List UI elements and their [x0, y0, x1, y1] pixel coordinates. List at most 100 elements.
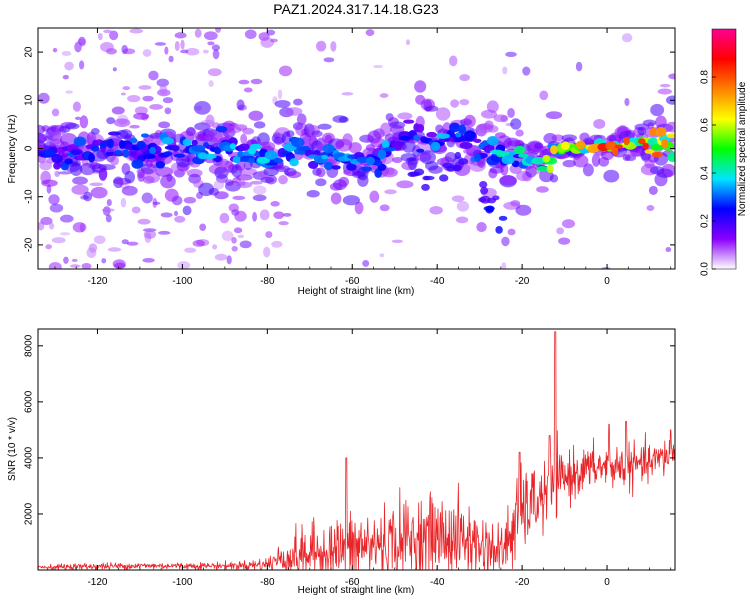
spectrogram-noise-blob	[215, 28, 222, 33]
spectrogram-ridge-blob	[407, 157, 418, 171]
snr-xtick-label: -20	[515, 577, 530, 588]
snr-frame	[37, 328, 676, 571]
spectrogram-noise-blob	[379, 204, 390, 212]
spectrogram-ridge-blob	[264, 150, 278, 160]
spectrogram-ridge-blob	[498, 150, 510, 157]
spectrogram-ridge-blob	[308, 160, 319, 169]
spectrogram-ridge-blob	[136, 140, 146, 150]
spectrogram-ridge-blob	[536, 165, 549, 172]
spectrogram-noise-blob	[106, 198, 112, 207]
spectrogram-noise-blob	[252, 211, 258, 222]
spectrogram-ridge-blob	[249, 143, 263, 150]
spectrogram-ridge-blob	[83, 191, 93, 202]
spectrogram-ridge-blob	[403, 119, 415, 124]
spectrogram-feature-blob	[422, 175, 430, 181]
spectrogram-ridge-blob	[647, 137, 660, 147]
spectrogram-noise-blob	[199, 223, 207, 231]
spectrogram-noise-blob	[208, 80, 214, 88]
spectrogram-ridge-blob	[158, 121, 171, 129]
colorbar-label: Normalized spectral amplitude	[737, 81, 748, 216]
spectrogram-noise-blob	[149, 103, 164, 110]
spectrogram-noise-blob	[38, 92, 50, 104]
spectrogram-xtick-label: 0	[604, 276, 610, 287]
spectrogram-ridge-blob	[536, 186, 549, 193]
spectrogram-ridge-blob	[514, 145, 526, 155]
spectrogram-ridge-blob	[518, 153, 529, 158]
spectrogram-noise-blob	[456, 200, 470, 212]
spectrogram-ridge-blob	[240, 157, 249, 162]
spectrogram-ridge-blob	[191, 144, 206, 152]
spectrogram-noise-blob	[71, 258, 78, 263]
colorbar-tick-label: 0.4	[700, 166, 711, 180]
spectrogram-noise-blob	[384, 189, 397, 195]
spectrogram-ridge-blob	[419, 150, 436, 165]
spectrogram-ridge-blob	[237, 150, 244, 158]
spectrogram-ridge-blob	[73, 136, 87, 147]
spectrogram-noise-blob	[51, 108, 60, 117]
spectrogram-noise-blob	[277, 89, 283, 100]
spectrogram-noise-blob	[522, 66, 531, 76]
spectrogram-noise-blob	[54, 170, 60, 177]
spectrogram-ridge-blob	[253, 121, 266, 129]
spectrogram-feature-blob	[454, 151, 462, 160]
spectrogram-ridge-blob	[450, 99, 460, 108]
snr-xtick-label: -120	[87, 577, 107, 588]
spectrogram-noise-blob	[156, 78, 169, 87]
spectrogram-ridge-blob	[397, 141, 405, 146]
spectrogram-ridge-blob	[374, 160, 383, 167]
spectrogram-noise-blob	[507, 228, 516, 236]
spectrogram-noise-blob	[72, 222, 87, 233]
snr-xtick-label: 0	[604, 577, 610, 588]
spectrogram-noise-blob	[120, 197, 127, 208]
spectrogram-noise-blob	[112, 67, 117, 72]
spectrogram-noise-blob	[58, 171, 73, 175]
spectrogram-noise-blob	[162, 97, 174, 104]
spectrogram-noise-blob	[239, 240, 252, 249]
spectrogram-ridge-blob	[644, 149, 655, 154]
spectrogram-ytick-label: -10	[24, 189, 35, 204]
spectrogram-noise-blob	[148, 70, 159, 81]
spectrogram-noise-blob	[48, 194, 60, 205]
spectrogram-ridge-blob	[87, 153, 96, 163]
spectrogram-noise-blob	[180, 39, 185, 50]
spectrogram-ridge-blob	[285, 107, 303, 116]
spectrogram-ridge-blob	[43, 149, 56, 158]
spectrogram-ridge-blob	[572, 154, 589, 168]
spectrogram-ridge-blob	[416, 148, 425, 153]
spectrogram-noise-blob	[278, 175, 288, 185]
spectrogram-ridge-blob	[113, 118, 131, 128]
spectrogram-ridge-blob	[591, 153, 601, 167]
spectrogram-noise-blob	[137, 218, 151, 225]
spectrogram-noise-blob	[72, 101, 81, 112]
spectrogram-noise-blob	[250, 78, 263, 85]
spectrogram-noise-blob	[97, 32, 103, 41]
spectrogram-ridge-blob	[297, 150, 306, 155]
spectrogram-noise-blob	[121, 239, 129, 245]
spectrogram-ridge-blob	[51, 153, 63, 164]
spectrogram-ridge-blob	[214, 191, 229, 200]
spectrogram-ridge-blob	[398, 135, 411, 141]
spectrogram-noise-blob	[211, 44, 221, 51]
spectrogram-ytick-label: -20	[24, 237, 35, 252]
spectrogram-noise-blob	[539, 90, 549, 101]
spectrogram-ridge-blob	[130, 151, 137, 157]
spectrogram-noise-blob	[159, 84, 168, 95]
spectrogram-ridge-blob	[64, 158, 73, 165]
spectrogram-noise-blob	[107, 247, 122, 252]
spectrogram-ridge-blob	[666, 133, 675, 139]
spectrogram-noise-blob	[122, 86, 131, 91]
spectrogram-ridge-blob	[111, 106, 125, 115]
spectrogram-noise-blob	[142, 95, 154, 102]
spectrogram-ridge-blob	[286, 130, 295, 138]
spectrogram-ridge-blob	[503, 201, 521, 210]
spectrogram-noise-blob	[207, 68, 222, 77]
spectrogram-noise-blob	[501, 236, 510, 247]
spectrogram-xtick-label: -40	[430, 276, 445, 287]
spectrogram-ridge-blob	[413, 134, 420, 141]
spectrogram-ridge-blob	[163, 151, 173, 157]
spectrogram-noise-blob	[575, 61, 583, 72]
spectrogram-xlabel: Height of straight line (km)	[298, 286, 415, 297]
spectrogram-ridge-blob	[182, 138, 192, 147]
spectrogram-ridge-blob	[72, 176, 88, 185]
spectrogram-ridge-blob	[455, 132, 462, 138]
